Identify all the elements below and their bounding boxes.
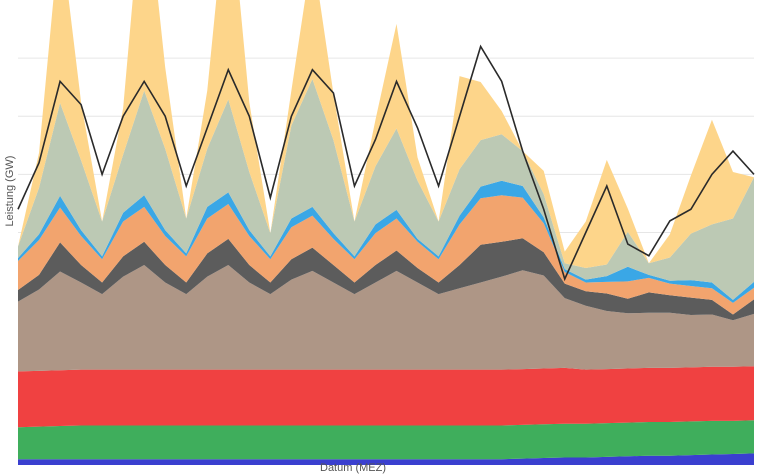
area-series (18, 0, 754, 465)
area-red (18, 366, 754, 428)
area-dark-grey (18, 238, 754, 321)
load-line-path (17, 44, 755, 282)
y-axis-label: Leistung (GW) (4, 155, 16, 227)
area-brown (18, 265, 754, 372)
area-orange (18, 195, 754, 315)
area-green (18, 420, 754, 460)
area-light-blue (18, 180, 754, 303)
x-axis-label: Datum (MEZ) (320, 462, 386, 474)
area-sage (18, 79, 754, 300)
area-yellow (18, 0, 754, 268)
load-line (17, 44, 755, 282)
